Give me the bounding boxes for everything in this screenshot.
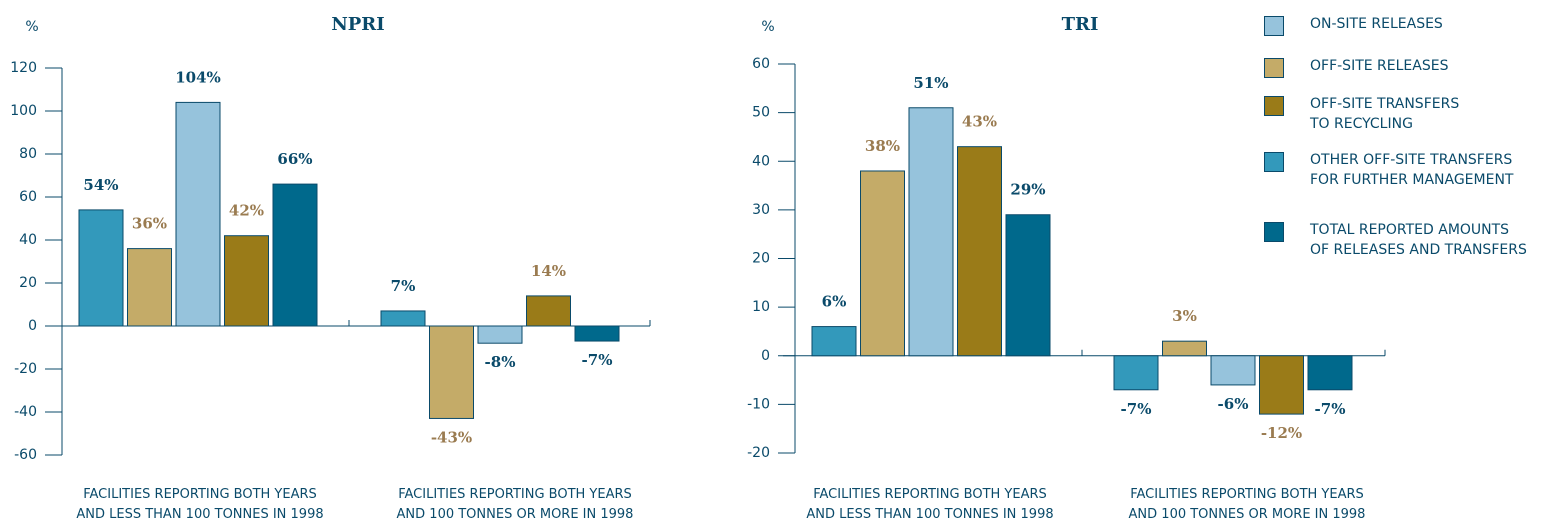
bar [175, 101, 221, 327]
bar [526, 295, 571, 327]
value-label: 43% [962, 113, 997, 131]
y-tick-label: -20 [14, 361, 37, 377]
y-tick-label: 40 [19, 232, 37, 248]
value-label: -6% [1218, 395, 1249, 413]
x-tick-label-line: FACILITIES REPORTING BOTH YEARS [813, 487, 1047, 502]
legend-label: ON-SITE RELEASES [1310, 16, 1443, 32]
value-label: 51% [913, 74, 948, 92]
bar [860, 170, 905, 357]
bar [1162, 340, 1207, 357]
y-tick-label: -10 [747, 396, 770, 412]
legend-item: ON-SITE RELEASES [1264, 14, 1443, 36]
bar [380, 310, 426, 327]
bar [78, 209, 124, 327]
value-label: 36% [132, 215, 167, 233]
bar [1113, 355, 1159, 391]
chart-title: NPRI [331, 14, 384, 35]
y-tick-label: 0 [28, 318, 37, 334]
x-tick-label: FACILITIES REPORTING BOTH YEARS AND 100 T… [1087, 485, 1407, 525]
bar [127, 248, 172, 327]
bar [1210, 355, 1256, 386]
value-label: 29% [1010, 181, 1045, 199]
value-label: -8% [485, 353, 516, 371]
value-label: 104% [175, 68, 221, 86]
x-tick-label-line: FACILITIES REPORTING BOTH YEARS [398, 487, 632, 502]
value-label: -43% [431, 428, 472, 446]
legend-item: TOTAL REPORTED AMOUNTS OF RELEASES AND T… [1264, 220, 1527, 260]
y-tick-label: 10 [752, 299, 770, 315]
y-tick-label: 100 [10, 103, 37, 119]
chart-title: TRI [1062, 14, 1099, 35]
y-tick-label: 50 [752, 105, 770, 121]
x-tick-label-line: AND 100 TONNES OR MORE IN 1998 [396, 507, 634, 522]
y-tick-label: -60 [14, 447, 37, 463]
legend-item: OFF-SITE TRANSFERS TO RECYCLING [1264, 94, 1459, 134]
y-tick-label: 0 [761, 348, 770, 364]
value-label: -7% [1121, 400, 1152, 418]
legend-swatch [1264, 16, 1284, 36]
x-tick-label-line: AND 100 TONNES OR MORE IN 1998 [1128, 507, 1366, 522]
bar [1259, 355, 1304, 415]
bar [957, 146, 1002, 357]
y-axis-label: % [25, 19, 38, 35]
value-label: 38% [865, 137, 900, 155]
value-label: 54% [83, 176, 118, 194]
x-tick-label-line: FACILITIES REPORTING BOTH YEARS [83, 487, 317, 502]
x-tick-label-line: AND LESS THAN 100 TONNES IN 1998 [806, 507, 1054, 522]
legend-label: OTHER OFF-SITE TRANSFERS FOR FURTHER MAN… [1310, 152, 1514, 188]
y-tick-label: 20 [19, 275, 37, 291]
value-label: 7% [391, 277, 416, 295]
value-label: 3% [1172, 307, 1197, 325]
value-label: 6% [822, 293, 847, 311]
bar [908, 107, 954, 357]
y-tick-label: 20 [752, 251, 770, 267]
value-label: -7% [1315, 400, 1346, 418]
y-tick-label: 60 [19, 189, 37, 205]
y-tick-label: 30 [752, 202, 770, 218]
y-tick-label: -40 [14, 404, 37, 420]
value-label: -7% [582, 351, 613, 369]
y-tick-label: 40 [752, 153, 770, 169]
legend-swatch [1264, 222, 1284, 242]
value-label: 14% [531, 262, 566, 280]
value-label: -12% [1261, 424, 1302, 442]
y-axis-label: % [761, 19, 774, 35]
value-label: 66% [277, 150, 312, 168]
x-tick-label-line: FACILITIES REPORTING BOTH YEARS [1130, 487, 1364, 502]
legend-swatch [1264, 58, 1284, 78]
x-tick-label-line: AND LESS THAN 100 TONNES IN 1998 [76, 507, 324, 522]
y-tick-label: 120 [10, 60, 37, 76]
bar [1005, 214, 1051, 357]
legend-item: OFF-SITE RELEASES [1264, 56, 1448, 78]
bar [477, 325, 523, 344]
y-tick-label: 80 [19, 146, 37, 162]
y-tick-label: -20 [747, 445, 770, 461]
legend-item: OTHER OFF-SITE TRANSFERS FOR FURTHER MAN… [1264, 150, 1513, 190]
legend-label: TOTAL REPORTED AMOUNTS OF RELEASES AND T… [1310, 222, 1527, 258]
bar [811, 326, 857, 357]
bar [429, 325, 474, 419]
legend-swatch [1264, 96, 1284, 116]
bar [224, 235, 269, 327]
x-tick-label: FACILITIES REPORTING BOTH YEARS AND LESS … [770, 485, 1090, 525]
x-tick-label: FACILITIES REPORTING BOTH YEARS AND 100 T… [355, 485, 675, 525]
bar [574, 325, 620, 342]
value-label: 42% [229, 202, 264, 220]
bar [272, 183, 318, 327]
legend-label: OFF-SITE TRANSFERS TO RECYCLING [1310, 96, 1460, 132]
y-tick-label: 60 [752, 56, 770, 72]
x-tick-label: FACILITIES REPORTING BOTH YEARS AND LESS … [40, 485, 360, 525]
legend-swatch [1264, 152, 1284, 172]
bar [1307, 355, 1353, 391]
legend-label: OFF-SITE RELEASES [1310, 58, 1449, 74]
